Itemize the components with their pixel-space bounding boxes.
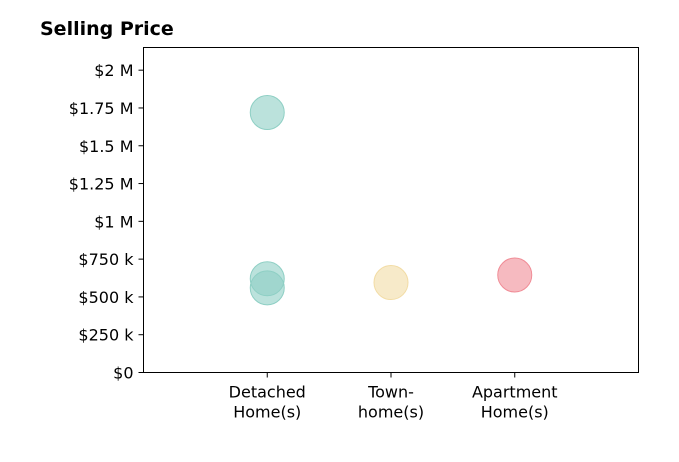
y-tick-label: $1.5 M [79, 137, 134, 156]
y-tick-label: $500 k [78, 288, 134, 307]
data-point [249, 270, 285, 306]
data-point [497, 257, 533, 293]
x-tick-label: Detached Home(s) [229, 383, 306, 422]
chart-title: Selling Price [40, 18, 174, 40]
y-tick-label: $1.25 M [69, 175, 134, 194]
y-tick-label: $1 M [94, 212, 133, 231]
x-axis: Detached Home(s) Town-home(s) Apartment Home… [229, 372, 558, 422]
x-tick-label: Apartment Home(s) [472, 383, 558, 422]
data-point [373, 265, 409, 301]
y-tick-label: $0 [113, 364, 133, 383]
x-tick-label: Town-home(s) [358, 383, 424, 422]
plot-frame [143, 47, 639, 373]
y-tick-label: $750 k [78, 250, 134, 269]
data-point [249, 95, 285, 130]
y-axis: $0 $250 k $500 k $750 k $1 M $1.25 M $1.5 M $1.… [69, 61, 144, 383]
plot-area [249, 95, 533, 306]
y-tick-label: $1.75 M [69, 99, 134, 118]
y-tick-label: $250 k [78, 326, 134, 345]
y-tick-label: $2 M [94, 61, 133, 80]
